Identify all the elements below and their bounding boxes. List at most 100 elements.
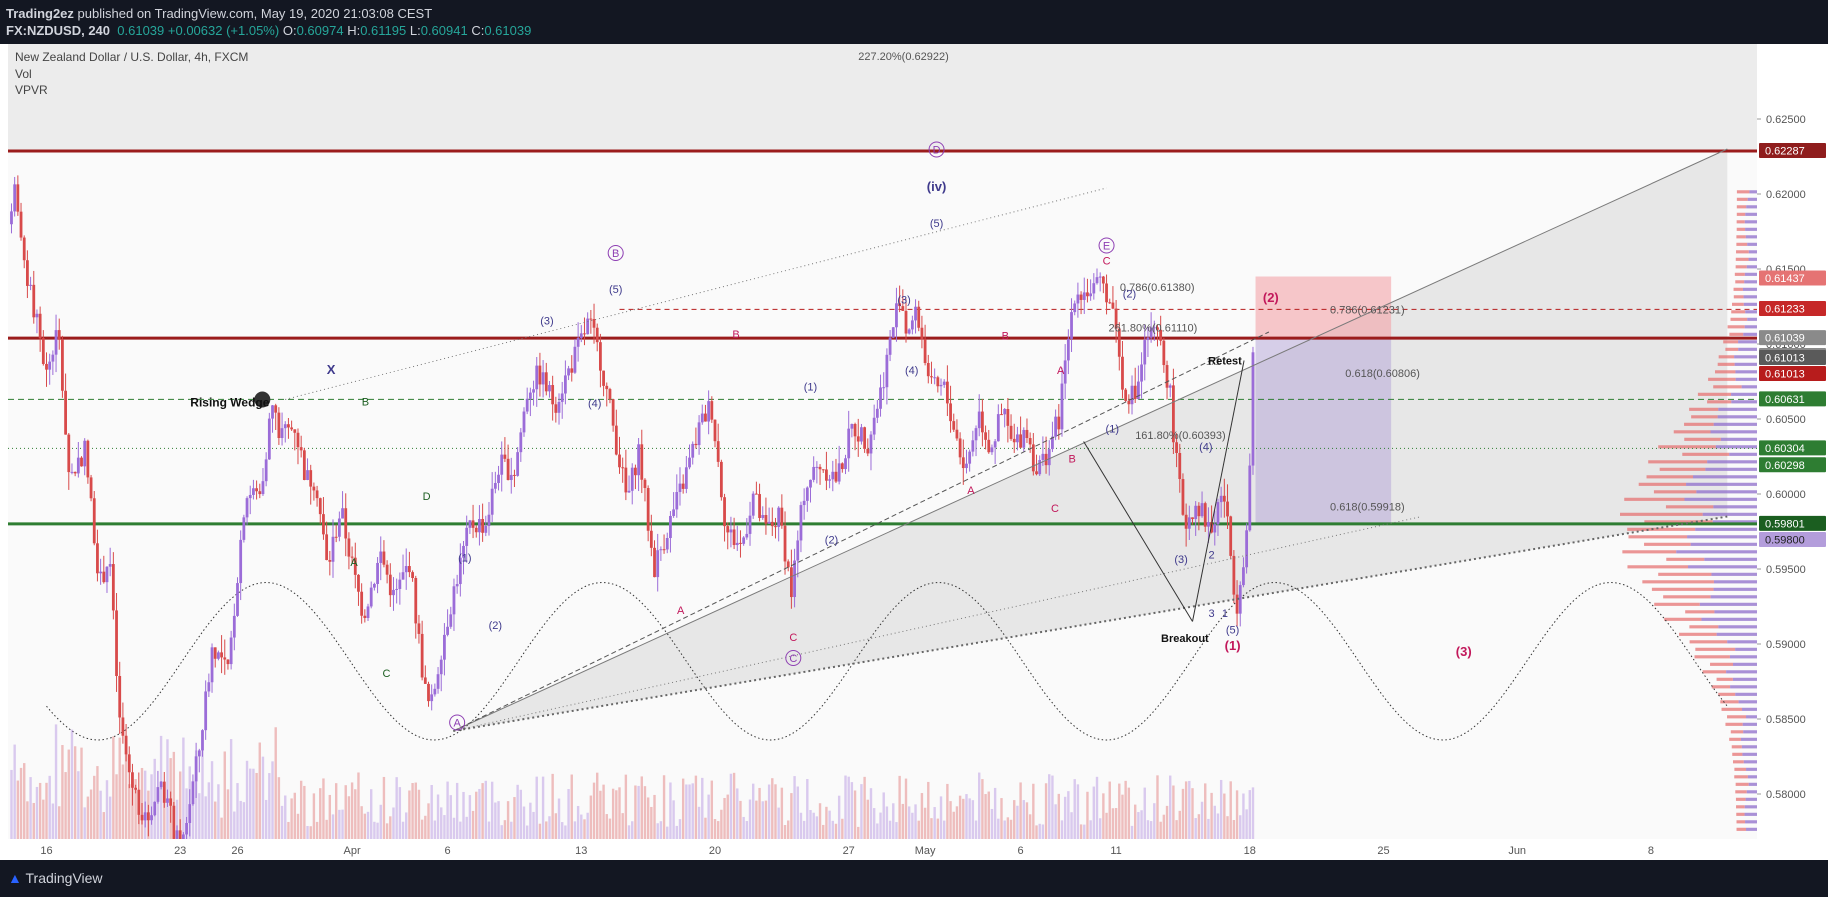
volume-bar	[742, 816, 745, 839]
candle-body	[213, 647, 217, 659]
candle-body	[1101, 276, 1105, 284]
volume-bar	[818, 803, 822, 839]
volume-bar	[427, 803, 430, 839]
trend-line-dotted-thin[interactable]	[285, 187, 1107, 400]
volume-bar	[774, 784, 777, 839]
volume-bar	[990, 808, 994, 839]
candle-body	[54, 330, 58, 355]
vpvr-row-up	[1744, 220, 1757, 224]
wave-label: A	[453, 718, 461, 730]
price-badge-text: 0.61233	[1765, 304, 1805, 316]
position-risk-box[interactable]	[1255, 276, 1392, 339]
vpvr-row-down	[1682, 452, 1730, 456]
volume-bar	[627, 825, 631, 839]
candle-body	[312, 486, 316, 491]
vpvr-row-up	[1743, 332, 1757, 336]
volume-bar	[927, 781, 930, 839]
candle-body	[1121, 356, 1124, 390]
vpvr-row-up	[1748, 782, 1757, 786]
candle-body	[1238, 585, 1242, 614]
volume-bar	[287, 821, 290, 839]
tradingview-logo[interactable]: ▲ TradingView	[8, 870, 103, 886]
volume-bar	[1216, 813, 1220, 839]
volume-bar	[662, 775, 666, 839]
vpvr-row-down	[1710, 662, 1734, 666]
volume-bar	[561, 822, 564, 839]
candle-body	[178, 830, 182, 844]
volume-bar	[1223, 793, 1226, 839]
candle-body	[1082, 292, 1086, 300]
candle-body	[73, 471, 77, 474]
candle-body	[388, 574, 392, 596]
volume-bar	[853, 790, 857, 839]
open-value: 0.60974	[296, 23, 344, 38]
volume-bar	[115, 774, 118, 839]
candle-body	[840, 463, 844, 470]
price-badge-text: 0.60298	[1765, 460, 1805, 472]
volume-bar	[576, 805, 580, 839]
volume-bar	[570, 774, 573, 839]
candle-body	[1012, 438, 1016, 443]
volume-bar	[736, 788, 739, 839]
candle-body	[156, 787, 160, 802]
trend-line-dotted-thick[interactable]	[453, 515, 1728, 732]
candle-body	[430, 694, 434, 702]
volume-bar	[720, 809, 723, 839]
vpvr-row-down	[1736, 812, 1745, 816]
candle-body	[1111, 302, 1115, 309]
wedge-marker-dot[interactable]	[254, 391, 271, 408]
vpvr-row-up	[1740, 737, 1757, 741]
trend-line-solid[interactable]	[453, 148, 1728, 732]
price-chart[interactable]: 227.20%(0.62922) 0.786(0.61380) 0.786(0.61…	[0, 44, 1828, 860]
volume-bar	[1207, 818, 1210, 839]
vpvr-row-up	[1707, 460, 1757, 464]
wave-label: (5)	[930, 218, 943, 230]
volume-bar	[943, 820, 946, 839]
candle-body	[372, 583, 376, 588]
trend-line-arrow[interactable]	[1192, 360, 1245, 622]
volume-bar	[166, 739, 169, 839]
candle-body	[481, 518, 485, 533]
vpvr-row-down	[1736, 820, 1746, 824]
vpvr-row-down	[1736, 235, 1746, 239]
trend-line-dashed[interactable]	[453, 331, 1270, 732]
trend-line-arrow[interactable]	[1083, 441, 1193, 622]
candle-body	[1028, 438, 1032, 445]
candle-body	[404, 566, 408, 573]
volume-bar	[395, 777, 398, 839]
volume-bar	[261, 756, 265, 839]
candle-body	[1162, 340, 1166, 366]
publisher-name[interactable]: Trading2ez	[6, 6, 74, 21]
volume-bar	[828, 810, 831, 839]
volume-bar	[322, 778, 325, 839]
candle-body	[465, 527, 469, 546]
candle-body	[802, 500, 806, 506]
candle-body	[443, 634, 446, 660]
candle-body	[315, 490, 319, 499]
volume-bar	[548, 816, 551, 839]
candle-body	[150, 815, 153, 821]
volume-bar	[175, 799, 179, 839]
candle-body	[605, 385, 609, 390]
volume-bar	[481, 783, 484, 839]
volume-bar	[1251, 787, 1255, 839]
volume-bar	[26, 801, 29, 839]
volume-bar	[592, 782, 596, 839]
candle-body	[678, 483, 682, 493]
candle-body	[716, 441, 720, 462]
wave-label: A	[1057, 365, 1065, 377]
candle-body	[719, 461, 723, 498]
candle-body	[974, 428, 978, 441]
vpvr-row-up	[1742, 752, 1757, 756]
candle-body	[818, 466, 822, 470]
vpvr-row-up	[1713, 422, 1757, 426]
volume-bar	[621, 813, 624, 839]
volume-bar	[573, 821, 577, 839]
candle-body	[455, 584, 459, 587]
position-target-box[interactable]	[1255, 338, 1392, 524]
vpvr-row-down	[1730, 317, 1748, 321]
volume-bar	[417, 789, 421, 839]
vpvr-row-up	[1713, 580, 1757, 584]
vpvr-row-down	[1735, 797, 1746, 801]
vpvr-row-up	[1676, 550, 1757, 554]
